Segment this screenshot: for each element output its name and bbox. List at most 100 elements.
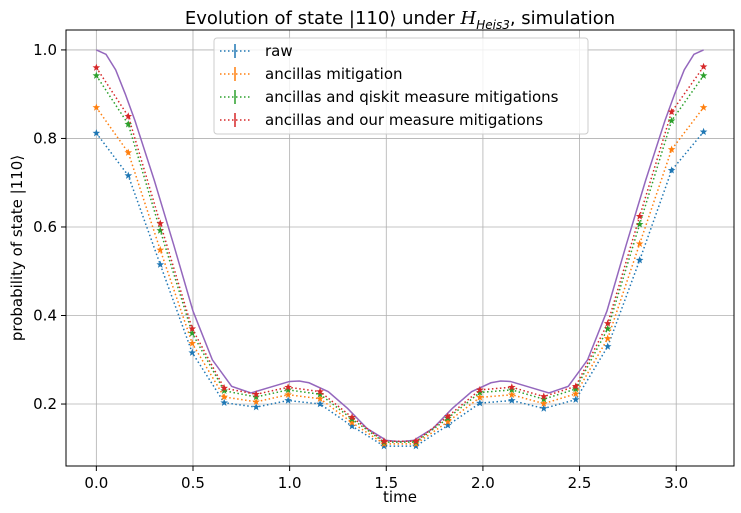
- data-point: [316, 387, 324, 395]
- data-point: [699, 127, 708, 136]
- data-point: [156, 260, 165, 268]
- data-point: [539, 404, 548, 412]
- data-point: [220, 392, 228, 401]
- data-point: [508, 383, 516, 391]
- plot-frame: [65, 29, 735, 467]
- data-point: [348, 413, 356, 421]
- data-point: [316, 390, 324, 398]
- data-point: [252, 397, 260, 406]
- data-point: [603, 319, 612, 327]
- x-axis-label: time: [383, 488, 417, 506]
- legend: raw ancillas mitigation ancillas and qis…: [213, 37, 589, 135]
- data-point: [284, 383, 292, 391]
- data-point: [220, 386, 228, 394]
- y-tick-label: 0.6: [33, 218, 57, 236]
- x-tick-label: 0.0: [84, 474, 108, 492]
- y-tick-label: 0.2: [33, 395, 57, 413]
- theory-curve: [96, 49, 704, 443]
- data-point: [412, 437, 420, 445]
- data-point: [380, 437, 388, 445]
- data-point: [635, 239, 644, 248]
- data-point: [476, 388, 484, 396]
- data-point: [539, 392, 548, 400]
- data-point: [699, 103, 708, 111]
- data-point: [571, 384, 580, 393]
- x-tick-label: 3.0: [664, 474, 688, 492]
- legend-entry: ancillas and qiskit measure mitigations: [220, 88, 559, 106]
- data-point: [444, 417, 452, 425]
- data-point: [667, 116, 676, 124]
- data-point: [699, 62, 708, 70]
- data-point: [380, 442, 388, 450]
- data-point: [316, 394, 324, 402]
- data-point: [476, 385, 484, 394]
- data-point: [220, 384, 228, 392]
- data-point: [156, 245, 165, 254]
- data-point: [188, 329, 197, 337]
- data-point: [252, 392, 260, 401]
- data-point: [92, 63, 101, 71]
- x-tick-label: 0.5: [181, 474, 205, 492]
- y-axis-label: probability of state |110⟩: [8, 155, 26, 341]
- legend-frame: [213, 37, 589, 135]
- data-point: [476, 399, 484, 407]
- chart-title: Evolution of state |110⟩ under HHeis3, s…: [185, 8, 615, 32]
- data-point: [412, 442, 420, 450]
- data-point: [156, 219, 165, 227]
- data-point: [220, 398, 228, 406]
- data-point: [444, 421, 452, 429]
- x-tick-label: 1.5: [374, 474, 398, 492]
- data-point: [635, 256, 644, 264]
- data-point: [252, 403, 260, 411]
- legend-label-ancillas: ancillas mitigation: [265, 65, 403, 83]
- series-line: [95, 107, 705, 445]
- data-point: [635, 212, 644, 220]
- series-0: [92, 127, 708, 450]
- x-tick-label: 1.0: [278, 474, 302, 492]
- data-point: [539, 395, 548, 403]
- series-group: [92, 62, 708, 450]
- data-point: [316, 400, 324, 408]
- data-point: [124, 171, 133, 179]
- data-point: [348, 418, 356, 426]
- data-point: [667, 145, 676, 153]
- data-point: [508, 390, 516, 398]
- legend-label-ours: ancillas and our measure mitigations: [265, 111, 543, 129]
- data-point: [603, 324, 612, 333]
- legend-entry: raw: [220, 42, 293, 60]
- data-point: [124, 112, 133, 120]
- series-3: [92, 62, 708, 445]
- data-point: [571, 389, 580, 398]
- data-point: [603, 334, 612, 342]
- data-point: [476, 393, 484, 401]
- data-point: [667, 107, 676, 116]
- title-math-base: H: [460, 8, 477, 29]
- data-point: [508, 396, 516, 404]
- data-point: [124, 148, 133, 156]
- data-point: [284, 385, 292, 394]
- legend-label-raw: raw: [265, 42, 293, 60]
- data-point: [188, 348, 197, 356]
- y-axis: 0.2 0.4 0.6 0.8 1.0: [33, 41, 66, 413]
- data-point: [284, 390, 292, 398]
- y-tick-label: 0.4: [33, 307, 57, 325]
- data-point: [444, 412, 452, 420]
- data-point: [252, 390, 260, 398]
- data-point: [284, 396, 292, 404]
- data-point: [92, 129, 101, 137]
- data-point: [188, 324, 197, 333]
- data-point: [508, 385, 516, 394]
- data-point: [92, 103, 101, 111]
- y-tick-label: 1.0: [33, 41, 57, 59]
- y-tick-label: 0.8: [33, 129, 57, 147]
- data-point: [124, 120, 133, 128]
- data-point: [635, 220, 644, 228]
- theory-curve-group: [96, 49, 704, 443]
- data-point: [348, 422, 356, 430]
- data-point: [539, 399, 548, 407]
- series-line: [95, 75, 705, 443]
- data-point: [699, 71, 708, 79]
- data-point: [571, 395, 580, 403]
- legend-label-qiskit: ancillas and qiskit measure mitigations: [265, 88, 559, 106]
